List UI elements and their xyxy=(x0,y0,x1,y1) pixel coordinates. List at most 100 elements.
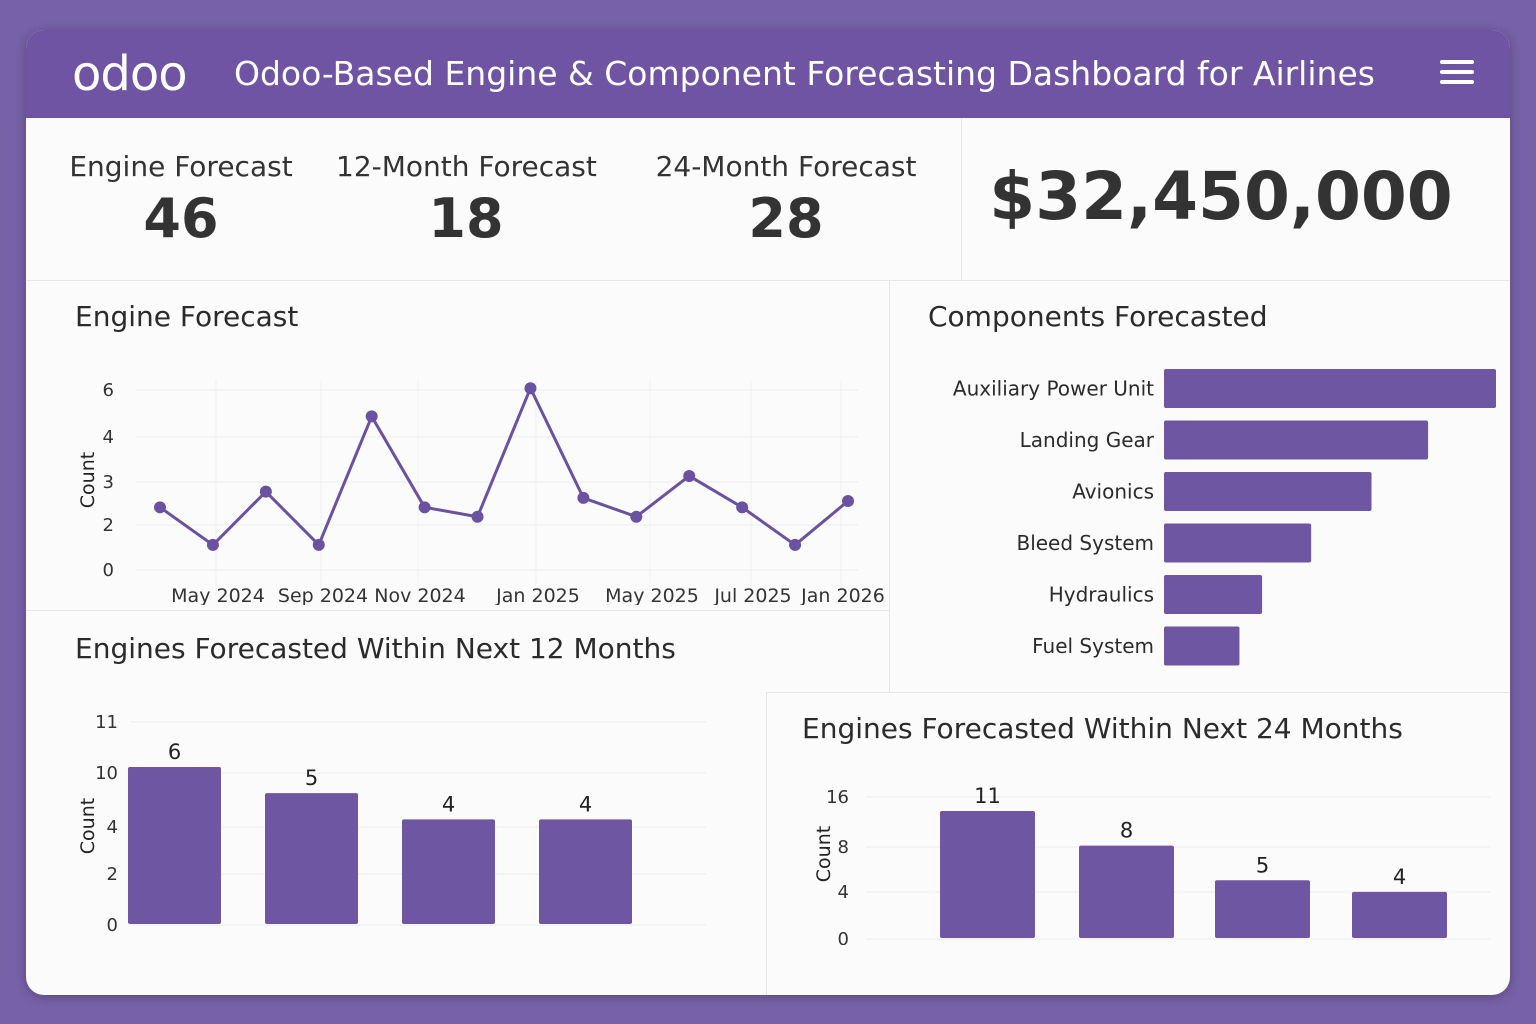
engine-bar xyxy=(1215,880,1310,938)
kpi-label: Engine Forecast xyxy=(69,150,293,183)
divider xyxy=(889,280,890,692)
data-point xyxy=(683,469,696,482)
next-24-months-title: Engines Forecasted Within Next 24 Months xyxy=(802,712,1403,745)
y-tick-label: 6 xyxy=(103,380,114,401)
data-point xyxy=(736,501,749,514)
y-tick-label: 8 xyxy=(838,837,849,858)
y-tick-label: 4 xyxy=(103,427,114,448)
x-tick-label: Sep 2024 xyxy=(278,585,368,605)
x-tick-label: LEAP-1A xyxy=(546,936,625,938)
kpi-label: 24-Month Forecast xyxy=(655,150,917,183)
engine-bar xyxy=(402,819,495,924)
divider xyxy=(766,692,1510,693)
bar-category-label: Fuel System xyxy=(1032,634,1154,658)
kpi-value: 46 xyxy=(143,187,219,250)
engine-bar xyxy=(940,811,1035,938)
kpi-12-month-forecast[interactable]: 12-Month Forecast 18 xyxy=(336,150,597,250)
bar-value-label: 4 xyxy=(442,792,455,816)
bar-category-label: Auxiliary Power Unit xyxy=(953,377,1154,401)
data-point xyxy=(418,501,431,514)
series-line xyxy=(159,386,849,547)
y-tick-label: 4 xyxy=(838,882,849,903)
bar-value-label: 6 xyxy=(168,740,181,764)
data-point xyxy=(259,485,272,498)
page-title: Odoo-Based Engine & Component Forecastin… xyxy=(234,54,1375,93)
components-forecast-title: Components Forecasted xyxy=(928,300,1268,333)
y-tick-label: 16 xyxy=(826,787,849,808)
engine-bar xyxy=(539,819,632,924)
next-24-months-bar-chart: 04816Count11CF6-80E8CFM56-7B5PW1100G4LEA… xyxy=(813,784,1491,945)
divider xyxy=(766,692,767,995)
component-bar xyxy=(1164,369,1496,408)
data-point xyxy=(471,510,484,523)
divider xyxy=(26,610,889,611)
y-axis-label: Count xyxy=(77,798,99,854)
y-tick-label: 10 xyxy=(95,763,118,784)
y-tick-label: 2 xyxy=(103,515,114,536)
kpi-label: 12-Month Forecast xyxy=(336,150,597,183)
x-tick-label: CF6-80E xyxy=(135,936,214,938)
x-tick-label: Jul 2025 xyxy=(713,585,791,605)
hamburger-menu-icon[interactable] xyxy=(1440,60,1474,90)
component-bar xyxy=(1164,626,1240,666)
y-tick-label: 0 xyxy=(107,915,118,936)
engine-forecast-line-chart: 0 2 3 4 6 Count May 2024 Sep 2024 Nov 2024 Jan 20… xyxy=(77,380,885,605)
data-point xyxy=(630,510,643,523)
x-tick-label: May 2024 xyxy=(171,585,265,605)
x-tick-label: PW1100G xyxy=(402,936,495,938)
divider xyxy=(26,280,1510,281)
divider xyxy=(961,118,962,280)
y-tick-label: 0 xyxy=(103,560,114,581)
bar-category-label: Landing Gear xyxy=(1020,428,1155,452)
bar-value-label: 5 xyxy=(1256,853,1269,877)
engine-bar xyxy=(265,793,358,924)
data-point xyxy=(789,538,802,551)
kpi-value: 18 xyxy=(428,187,504,250)
bar-category-label: Bleed System xyxy=(1016,531,1154,555)
engine-bar xyxy=(1352,891,1447,938)
y-tick-label: 11 xyxy=(95,712,118,733)
kpi-24-month-forecast[interactable]: 24-Month Forecast 28 xyxy=(646,150,926,250)
data-point xyxy=(577,491,590,504)
dashboard-window: odoo Odoo-Based Engine & Component Forec… xyxy=(26,30,1510,995)
app-header: odoo Odoo-Based Engine & Component Forec… xyxy=(26,30,1510,118)
bar-value-label: 5 xyxy=(305,766,318,790)
kpi-engine-forecast[interactable]: Engine Forecast 46 xyxy=(56,150,306,250)
bar-category-label: Avionics xyxy=(1072,480,1154,504)
engine-bar xyxy=(1079,845,1174,938)
bar-value-label: 8 xyxy=(1120,819,1133,843)
bar-value-label: 4 xyxy=(579,792,592,816)
data-point xyxy=(524,382,537,395)
y-axis-label: Count xyxy=(813,826,835,882)
total-forecast-value: $32,450,000 xyxy=(989,158,1453,235)
data-point xyxy=(206,538,219,551)
y-tick-label: 2 xyxy=(107,864,118,885)
y-tick-label: 3 xyxy=(103,472,114,493)
next-12-months-bar-chart: 0 2 4 10 11 Count 6 CF6-80E 5 CFM56-7B 4 PW1100G 4 LE… xyxy=(77,712,706,938)
component-bar xyxy=(1164,523,1312,563)
next-12-months-title: Engines Forecasted Within Next 12 Months xyxy=(75,632,676,665)
bar-category-label: Hydraulics xyxy=(1049,583,1154,607)
engine-forecast-title: Engine Forecast xyxy=(75,300,299,333)
components-forecast-bar-chart: Auxiliary Power Unit Landing Gear Avionics… xyxy=(953,369,1496,666)
bar-value-label: 11 xyxy=(974,784,1001,808)
data-point xyxy=(365,410,378,423)
kpi-value: 28 xyxy=(748,187,824,250)
y-axis-label: Count xyxy=(77,452,99,508)
x-tick-label: CFM56-7B xyxy=(263,936,360,938)
data-point xyxy=(154,501,166,514)
data-point xyxy=(842,495,854,508)
y-tick-label: 0 xyxy=(838,929,849,945)
x-tick-label: Jan 2025 xyxy=(495,585,580,605)
odoo-logo[interactable]: odoo xyxy=(72,46,188,102)
x-tick-label: Jan 2026 xyxy=(800,585,885,605)
x-tick-label: Nov 2024 xyxy=(374,585,465,605)
component-bar xyxy=(1164,472,1372,511)
data-point xyxy=(312,538,325,551)
bar-value-label: 4 xyxy=(1393,865,1406,889)
x-tick-label: May 2025 xyxy=(605,585,699,605)
component-bar xyxy=(1164,420,1429,460)
engine-bar xyxy=(128,767,221,924)
component-bar xyxy=(1164,575,1263,614)
y-tick-label: 4 xyxy=(107,817,118,838)
